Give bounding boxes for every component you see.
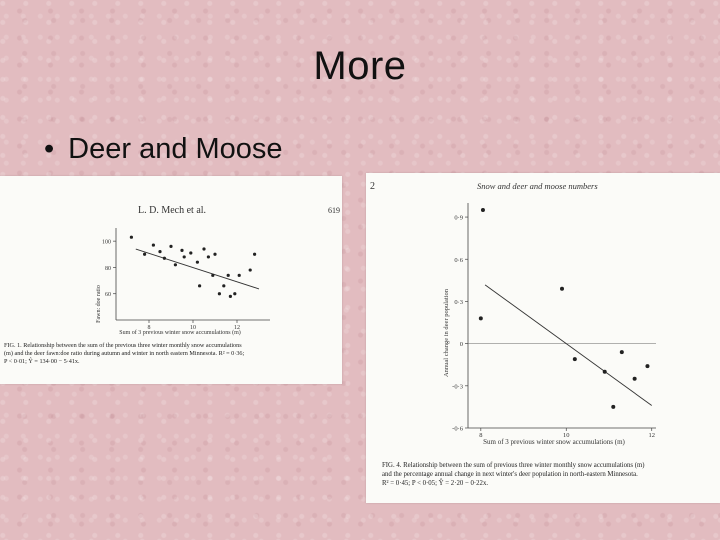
regression-line	[484, 284, 652, 406]
y-tick-label: 80	[105, 266, 111, 272]
x-tick-label: 12	[648, 432, 655, 439]
data-point	[619, 350, 624, 355]
y-tick-label: -0·6	[452, 426, 464, 433]
figure-right-caption-line: R² = 0·45; P < 0·05; Ŷ = 2·20 − 0·22x.	[382, 480, 489, 487]
figure-right-xlabel: Sum of 3 previous winter snow accumulati…	[483, 438, 625, 446]
y-tick-label: -0·3	[452, 383, 463, 390]
data-point	[645, 364, 650, 369]
figure-fawn-doe-ratio: L. D. Mech et al. 619 Fawn: doe ratio Su…	[0, 176, 342, 384]
data-point	[143, 252, 147, 256]
x-tick-label: 8	[148, 325, 151, 331]
data-point	[632, 376, 637, 381]
figure-deer-population-change: 2 Snow and deer and moose numbers Annual…	[366, 173, 720, 503]
x-tick-label: 12	[234, 325, 240, 331]
data-point	[253, 252, 257, 256]
data-point	[169, 244, 173, 248]
figure-left-header-page: 619	[328, 206, 340, 215]
x-tick-label: 10	[563, 432, 570, 439]
figure-right-caption: FIG. 4. Relationship between the sum of …	[382, 461, 718, 488]
data-point	[233, 292, 237, 296]
data-point	[182, 255, 186, 259]
y-tick-label: 0·6	[454, 257, 463, 264]
slide-title: More	[313, 44, 407, 88]
figure-right-header-page: 2	[370, 181, 375, 192]
figure-deer-population-change-plot: 2 Snow and deer and moose numbers Annual…	[370, 181, 656, 446]
data-point	[202, 247, 206, 251]
data-point	[129, 235, 133, 239]
figure-left-xlabel: Sum of 3 previous winter snow accumulati…	[119, 329, 240, 336]
bullet-dot: •	[44, 133, 55, 165]
data-point	[211, 273, 215, 277]
data-point	[173, 263, 177, 267]
data-point	[195, 260, 199, 264]
y-tick-label: 0·3	[454, 299, 463, 306]
data-point	[478, 316, 483, 321]
figure-right-caption-line: FIG. 4. Relationship between the sum of …	[382, 462, 645, 469]
figure-left-header-author: L. D. Mech et al.	[138, 205, 206, 216]
data-point	[480, 208, 485, 213]
data-point	[248, 268, 252, 272]
bullet-text: Deer and Moose	[68, 133, 283, 165]
y-tick-label: 60	[105, 292, 111, 298]
figure-left-caption-line: P < 0·01; Ŷ = 134·00 − 5·41x.	[4, 358, 80, 365]
data-point	[213, 252, 217, 256]
data-point	[222, 284, 226, 288]
data-point	[162, 256, 166, 260]
figure-right-header-title: Snow and deer and moose numbers	[477, 181, 598, 191]
figure-left-caption-line: (m) and the deer fawn:doe ratio during a…	[4, 350, 245, 357]
data-point	[226, 273, 230, 277]
regression-line	[135, 248, 260, 290]
data-point	[158, 250, 162, 254]
data-point	[572, 357, 577, 362]
data-point	[180, 248, 184, 252]
data-point	[560, 286, 564, 291]
data-point	[237, 273, 241, 277]
data-point	[217, 292, 221, 296]
figure-left-caption: FIG. 1. Relationship between the sum of …	[4, 342, 340, 366]
data-point	[189, 251, 193, 255]
data-point	[228, 294, 232, 298]
data-point	[602, 369, 607, 374]
y-tick-label: 100	[102, 240, 111, 246]
data-point	[206, 255, 210, 259]
data-point	[198, 284, 202, 288]
figure-left-ylabel: Fawn: doe ratio	[96, 285, 102, 323]
bullet-item: • Deer and Moose	[44, 133, 283, 166]
x-tick-label: 10	[190, 325, 196, 331]
figure-left-caption-line: FIG. 1. Relationship between the sum of …	[4, 342, 242, 349]
data-point	[151, 243, 155, 247]
figure-fawn-doe-ratio-plot: L. D. Mech et al. 619 Fawn: doe ratio Su…	[96, 205, 340, 336]
x-tick-label: 8	[479, 432, 482, 439]
y-tick-label: 0·9	[454, 215, 463, 222]
figure-right-caption-line: and the percentage annual change in next…	[382, 471, 638, 478]
y-tick-label: 0	[460, 341, 463, 348]
data-point	[611, 404, 616, 409]
figure-right-ylabel: Annual change in deer population	[443, 288, 450, 377]
